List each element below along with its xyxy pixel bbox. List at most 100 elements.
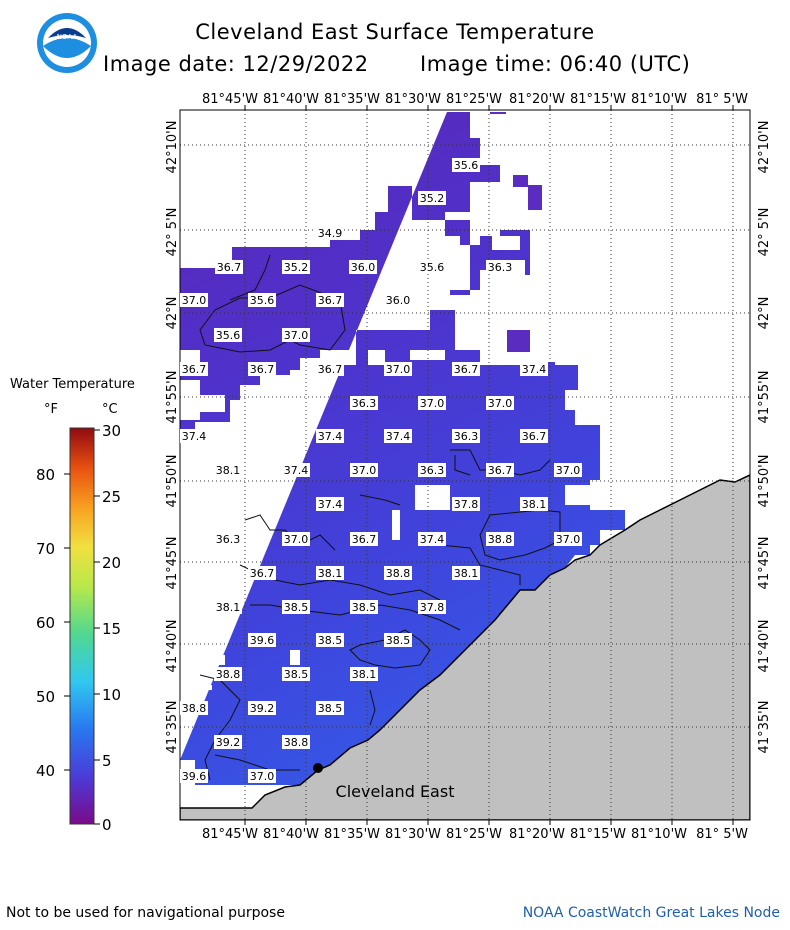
image-time: Image time: 06:40 (UTC) <box>420 52 691 76</box>
temperature-label: 36.7 <box>250 363 275 376</box>
image-date: Image date: 12/29/2022 <box>103 52 369 76</box>
temperature-labels: 35.6 35.2 34.9 36.7 35.2 36.0 35.6 36.3 37.0 35.6… <box>180 158 582 783</box>
temperature-label-box <box>452 158 480 172</box>
legend-c-tick: 20 <box>102 554 121 572</box>
temperature-label-box <box>282 667 310 681</box>
temperature-label-box <box>452 566 480 580</box>
graticule <box>180 110 750 820</box>
lon-label-bottom: 81° 5'W <box>696 827 748 842</box>
temperature-label-box <box>418 396 446 410</box>
legend-c-tick: 0 <box>102 816 112 834</box>
temperature-label-box <box>452 497 480 511</box>
disclaimer: Not to be used for navigational purpose <box>6 905 285 921</box>
temperature-label: 37.0 <box>284 329 309 342</box>
temperature-label: 36.7 <box>318 363 343 376</box>
temperature-label-box <box>418 463 446 477</box>
temperature-label-box <box>282 260 310 274</box>
temperature-label-box <box>180 769 208 783</box>
temperature-label-box <box>214 600 242 614</box>
temperature-label-box <box>486 463 514 477</box>
temperature-label-box <box>486 260 514 274</box>
legend-f-tick: 80 <box>36 466 55 484</box>
temperature-label: 37.0 <box>352 464 377 477</box>
temperature-label-box <box>214 735 242 749</box>
temperature-label: 39.6 <box>250 634 275 647</box>
temperature-label: 38.5 <box>352 601 377 614</box>
temperature-label-box <box>520 429 548 443</box>
legend-c-tick: 30 <box>102 422 121 440</box>
temperature-label: 36.3 <box>454 430 479 443</box>
lon-label-bottom: 81°20'W <box>509 827 565 842</box>
temperature-label: 36.3 <box>420 464 445 477</box>
temperature-label: 36.7 <box>352 533 377 546</box>
temperature-label: 36.3 <box>352 397 377 410</box>
lat-label-left: 41°35'N <box>165 701 180 754</box>
temperature-label: 38.1 <box>216 601 241 614</box>
temperature-label-box <box>316 633 344 647</box>
legend-unit-c: °C <box>102 402 118 417</box>
water-pixel <box>513 175 528 187</box>
temperature-label-box <box>248 566 276 580</box>
temperature-label-box <box>180 701 208 715</box>
water-pixel <box>507 330 530 352</box>
temperature-label: 37.0 <box>556 464 581 477</box>
water-pixel <box>490 112 506 114</box>
lat-label-right: 42° 5'N <box>757 208 772 257</box>
legend-c-tick: 15 <box>102 620 121 638</box>
temperature-label-box <box>316 362 344 376</box>
temperature-label: 35.2 <box>420 192 445 205</box>
temperature-label: 38.8 <box>284 736 309 749</box>
temperature-label-box <box>350 532 378 546</box>
temperature-label-box <box>214 667 242 681</box>
credit: NOAA CoastWatch Great Lakes Node <box>522 905 780 921</box>
temperature-label: 35.6 <box>216 329 241 342</box>
map-title: Cleveland East Surface Temperature <box>195 20 595 44</box>
temperature-label: 38.5 <box>284 601 309 614</box>
temperature-label-box <box>214 463 242 477</box>
temperature-map: 81°45'W 81°40'W 81°35'W 81°30'W 81°25'W … <box>36 92 772 842</box>
temperature-label-box <box>452 429 480 443</box>
temperature-label-box <box>180 429 208 443</box>
temperature-label: 38.1 <box>318 567 343 580</box>
temperature-label-box <box>316 429 344 443</box>
lat-label-left: 41°50'N <box>165 455 180 508</box>
temperature-label-box <box>418 191 446 205</box>
temperature-label: 36.3 <box>488 261 513 274</box>
color-bar <box>69 427 95 825</box>
lat-label-left: 41°55'N <box>165 371 180 424</box>
lat-label-left: 42° 5'N <box>165 208 180 257</box>
lon-label-top: 81°45'W <box>202 92 258 107</box>
temperature-label-box <box>248 701 276 715</box>
temperature-label: 38.1 <box>522 498 547 511</box>
station-marker <box>313 763 323 773</box>
temperature-label-box <box>350 667 378 681</box>
temperature-label: 37.4 <box>318 498 343 511</box>
temperature-label: 36.7 <box>318 294 343 307</box>
lon-label-top: 81°30'W <box>385 92 441 107</box>
lon-label-bottom: 81°30'W <box>385 827 441 842</box>
lon-label-bottom: 81°35'W <box>324 827 380 842</box>
temperature-label: 37.0 <box>488 397 513 410</box>
temperature-label: 38.1 <box>216 464 241 477</box>
legend-f-tick: 40 <box>36 762 55 780</box>
temperature-label: 38.8 <box>488 533 513 546</box>
temperature-label: 38.5 <box>318 634 343 647</box>
temperature-label: 36.7 <box>488 464 513 477</box>
temperature-label: 36.7 <box>250 567 275 580</box>
legend-c-tick: 10 <box>102 686 121 704</box>
temperature-label: 38.5 <box>318 702 343 715</box>
station-label: Cleveland East <box>336 782 455 801</box>
lat-label-right: 42°10'N <box>757 121 772 174</box>
temperature-label: 38.5 <box>284 668 309 681</box>
temperature-label: 37.0 <box>284 533 309 546</box>
temperature-label-box <box>554 532 582 546</box>
temperature-label-box <box>214 328 242 342</box>
temperature-label: 37.4 <box>522 363 547 376</box>
temperature-label: 37.4 <box>182 430 207 443</box>
lat-label-left: 42°10'N <box>165 121 180 174</box>
lon-label-top: 81°40'W <box>263 92 319 107</box>
lat-label-left: 42°N <box>165 297 180 330</box>
lon-label-bottom: 81°45'W <box>202 827 258 842</box>
temperature-label-box <box>418 260 446 274</box>
temperature-label: 36.7 <box>522 430 547 443</box>
